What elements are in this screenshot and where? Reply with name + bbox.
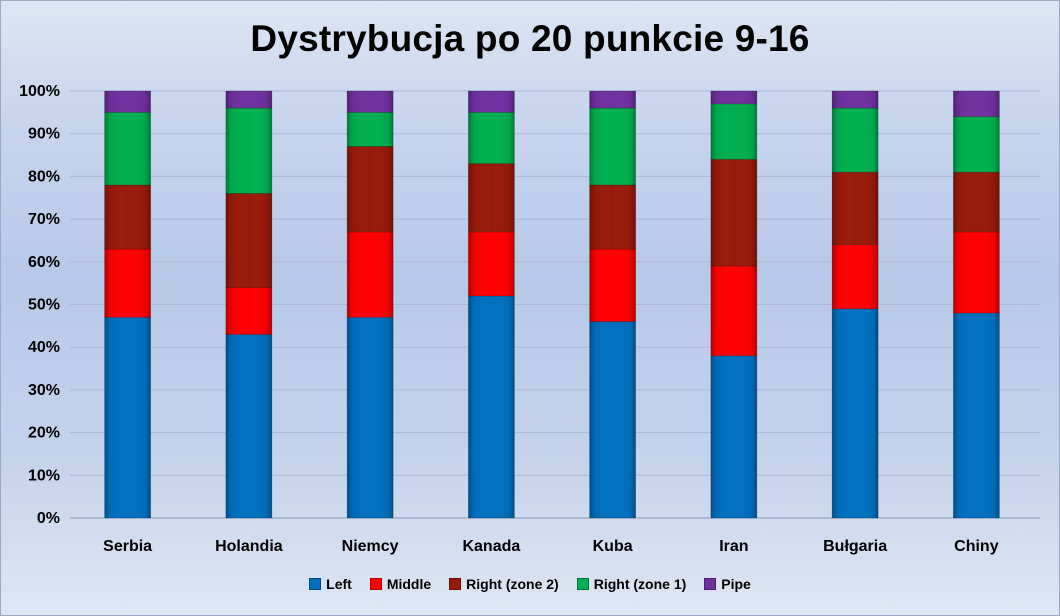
y-tick-label: 100% — [19, 83, 60, 100]
x-category-label: Iran — [719, 538, 748, 555]
bar-segment-shade — [468, 231, 515, 296]
bar-segment-shade — [589, 108, 636, 185]
y-tick-label: 60% — [28, 254, 60, 271]
legend-label: Right (zone 2) — [466, 576, 559, 592]
bars — [104, 90, 1000, 519]
bar-segment-shade — [710, 266, 757, 356]
bar-segment-shade — [225, 193, 272, 288]
legend-item: Pipe — [704, 576, 751, 592]
y-tick-label: 10% — [28, 467, 60, 484]
x-category-label: Bułgaria — [823, 538, 887, 555]
bar-segment-shade — [104, 317, 151, 518]
bar-segment-shade — [710, 91, 757, 104]
bar-segment-shade — [832, 172, 879, 245]
legend-item: Right (zone 1) — [576, 576, 687, 592]
bar-segment-shade — [347, 317, 394, 518]
legend-swatch — [309, 578, 322, 590]
bar-segment-shade — [225, 108, 272, 194]
bar-segment-shade — [710, 355, 757, 518]
gridlines — [70, 90, 1040, 519]
bar-segment-shade — [832, 244, 879, 309]
y-tick-label: 30% — [28, 382, 60, 399]
y-tick-label: 20% — [28, 425, 60, 442]
bar-segment-shade — [953, 116, 1000, 173]
x-category-label: Chiny — [954, 538, 999, 555]
bar-segment-shade — [953, 313, 1000, 518]
legend-item: Middle — [369, 576, 432, 592]
legend-swatch — [576, 578, 589, 590]
bar-segment-shade — [468, 163, 515, 232]
bar-segment-shade — [832, 91, 879, 109]
chart-title: Dystrybucja po 20 punkcie 9-16 — [250, 18, 810, 59]
x-category-label: Serbia — [103, 538, 152, 555]
y-tick-label: 90% — [28, 126, 60, 143]
x-category-label: Holandia — [215, 538, 283, 555]
bar-segment-shade — [104, 91, 151, 113]
bar-segment-shade — [589, 321, 636, 518]
bar-segment-shade — [104, 112, 151, 185]
bar-segment-shade — [104, 184, 151, 249]
x-axis-categories: Serbia Holandia Niemcy Kanada Kuba Iran Bułgar… — [103, 538, 999, 555]
bar-segment-shade — [347, 112, 394, 147]
bar-segment-shade — [589, 184, 636, 249]
bar-segment-shade — [347, 231, 394, 318]
bar-segment-shade — [589, 91, 636, 109]
y-tick-label: 80% — [28, 168, 60, 185]
y-tick-label: 50% — [28, 297, 60, 314]
bar-segment-shade — [468, 91, 515, 113]
bar-segment-shade — [104, 248, 151, 318]
bar-segment-shade — [832, 108, 879, 173]
y-tick-label: 70% — [28, 211, 60, 228]
legend-label: Left — [326, 576, 352, 592]
legend-label: Middle — [386, 576, 432, 592]
y-tick-label: 0% — [37, 510, 60, 527]
legend-swatch — [704, 578, 717, 590]
legend-item: Left — [309, 576, 352, 592]
x-category-label: Kanada — [462, 538, 520, 555]
bar-segment-shade — [953, 91, 1000, 117]
bar-segment-shade — [347, 91, 394, 113]
bar-segment-shade — [589, 248, 636, 322]
legend-swatch — [369, 578, 382, 590]
legend-label: Right (zone 1) — [593, 576, 687, 592]
bar-segment-shade — [468, 112, 515, 164]
bar-segment-shade — [832, 308, 879, 518]
bar-segment-shade — [953, 172, 1000, 232]
legend-item: Right (zone 2) — [449, 576, 559, 592]
bar-segment-shade — [225, 91, 272, 109]
bar-segment-shade — [468, 295, 515, 518]
bar-segment-shade — [953, 231, 1000, 314]
bar-segment-shade — [710, 159, 757, 267]
bar-segment-shade — [710, 103, 757, 160]
bar-segment-shade — [225, 334, 272, 518]
x-category-label: Niemcy — [342, 538, 399, 555]
bar-segment-shade — [347, 146, 394, 232]
y-tick-label: 40% — [28, 339, 60, 356]
legend-swatch — [449, 578, 462, 590]
x-category-label: Kuba — [593, 538, 633, 555]
bar-segment-shade — [225, 287, 272, 335]
y-axis-ticks: 0% 10% 20% 30% 40% 50% 60% 70% 80% 90% 100% — [19, 83, 60, 527]
legend-label: Pipe — [721, 576, 751, 592]
legend: Left Middle Right (zone 2) Right (zone 1) Pi… — [0, 576, 1060, 592]
